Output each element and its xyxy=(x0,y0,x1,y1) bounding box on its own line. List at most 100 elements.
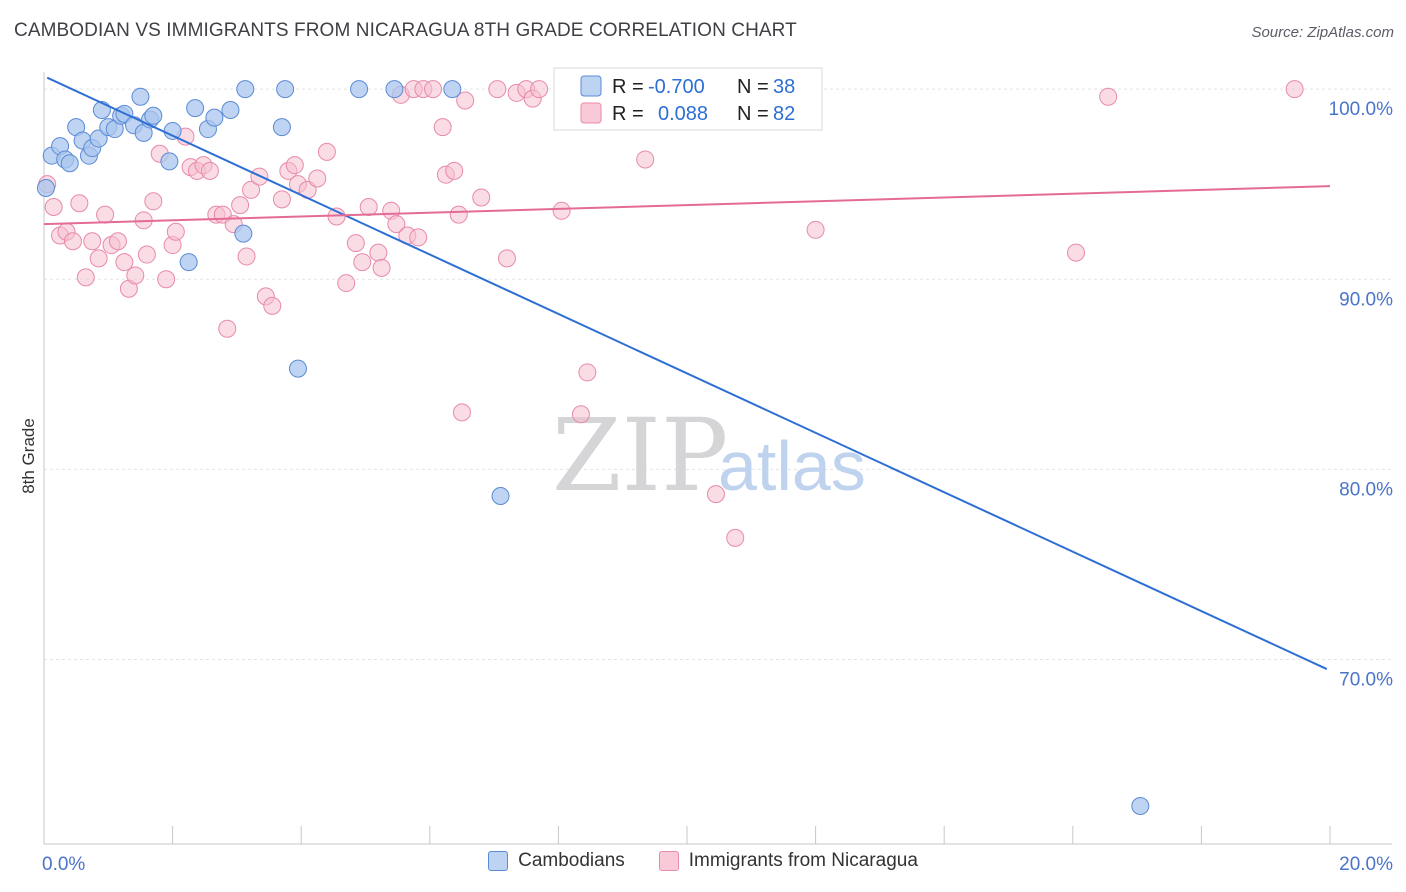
y-tick-label: 90.0% xyxy=(1339,289,1393,310)
point-cambodians xyxy=(491,487,510,506)
point-nicaragua xyxy=(242,180,261,199)
point-nicaragua xyxy=(636,150,655,169)
point-nicaragua xyxy=(200,161,219,180)
legend-blue-n-value: 38 xyxy=(773,76,795,98)
point-cambodians xyxy=(205,108,224,127)
chart-title: CAMBODIAN VS IMMIGRANTS FROM NICARAGUA 8… xyxy=(14,20,797,41)
point-cambodians xyxy=(186,99,205,118)
point-nicaragua xyxy=(317,142,336,161)
point-nicaragua xyxy=(137,245,156,264)
point-cambodians xyxy=(234,224,253,243)
y-tick-label: 80.0% xyxy=(1339,479,1393,500)
legend-box: R = -0.700 N = 38 R = 0.088 N = 82 xyxy=(553,67,823,131)
y-tick-label: 70.0% xyxy=(1339,670,1393,691)
bottom-legend-label-cambodians: Cambodians xyxy=(518,850,625,871)
point-nicaragua xyxy=(409,228,428,247)
point-nicaragua xyxy=(272,190,291,209)
point-nicaragua xyxy=(115,253,134,272)
point-nicaragua xyxy=(571,405,590,424)
legend-blue-n-label: N = xyxy=(737,76,769,98)
point-nicaragua xyxy=(346,234,365,253)
point-nicaragua xyxy=(445,161,464,180)
point-nicaragua xyxy=(237,247,256,266)
point-cambodians xyxy=(144,106,163,125)
point-nicaragua xyxy=(353,253,372,272)
point-nicaragua xyxy=(578,363,597,382)
point-nicaragua xyxy=(452,403,471,422)
legend-swatch-blue xyxy=(580,75,602,97)
point-nicaragua xyxy=(456,91,475,110)
point-cambodians xyxy=(36,178,55,197)
point-nicaragua xyxy=(166,222,185,241)
point-cambodians xyxy=(288,359,307,378)
legend-blue-r-value: -0.700 xyxy=(648,76,705,98)
point-nicaragua xyxy=(63,232,82,251)
y-axis-label: 8th Grade xyxy=(19,418,38,494)
point-nicaragua xyxy=(369,243,388,262)
point-cambodians xyxy=(276,80,295,99)
legend-blue-r-label: R = xyxy=(612,76,644,98)
point-nicaragua xyxy=(231,196,250,215)
legend-pink-r-value: 0.088 xyxy=(658,103,708,125)
bottom-legend-cambodians: Cambodians xyxy=(488,850,625,872)
point-nicaragua xyxy=(706,485,725,504)
point-nicaragua xyxy=(70,194,89,213)
point-cambodians xyxy=(60,154,79,173)
x-tick-label: 20.0% xyxy=(1339,854,1393,875)
point-nicaragua xyxy=(497,249,516,268)
point-nicaragua xyxy=(359,198,378,217)
point-nicaragua xyxy=(806,220,825,239)
point-cambodians xyxy=(1131,796,1150,815)
trendline-nicaragua xyxy=(43,185,1331,226)
y-tick-label: 100.0% xyxy=(1329,99,1394,120)
point-nicaragua xyxy=(449,205,468,224)
grid-layer xyxy=(44,88,1392,661)
point-nicaragua xyxy=(157,270,176,289)
bottom-legend-label-nicaragua: Immigrants from Nicaragua xyxy=(688,850,918,871)
point-nicaragua xyxy=(126,266,145,285)
point-cambodians xyxy=(272,118,291,137)
point-nicaragua xyxy=(488,80,507,99)
point-nicaragua xyxy=(108,232,127,251)
point-nicaragua xyxy=(285,156,304,175)
point-nicaragua xyxy=(308,169,327,188)
point-nicaragua xyxy=(552,201,571,220)
point-nicaragua xyxy=(89,249,108,268)
bottom-legend: Cambodians Immigrants from Nicaragua xyxy=(0,850,1406,872)
legend-pink-n-label: N = xyxy=(737,103,769,125)
x-tick-label: 0.0% xyxy=(42,854,85,875)
point-nicaragua xyxy=(726,528,745,547)
watermark-atlas: atlas xyxy=(718,427,866,505)
point-nicaragua xyxy=(387,215,406,234)
legend-pink-r-label: R = xyxy=(612,103,644,125)
point-nicaragua xyxy=(472,188,491,207)
bottom-legend-nicaragua: Immigrants from Nicaragua xyxy=(658,850,918,872)
point-cambodians xyxy=(163,121,182,140)
legend-pink-n-value: 82 xyxy=(773,103,795,125)
point-cambodians xyxy=(443,80,462,99)
point-nicaragua xyxy=(44,198,63,217)
point-cambodians xyxy=(179,253,198,272)
axis-layer: 100.0% 90.0% 80.0% 70.0% 0.0% 20.0% xyxy=(42,72,1393,875)
trendline-cambodians xyxy=(46,76,1328,670)
point-cambodians xyxy=(236,80,255,99)
point-nicaragua xyxy=(144,192,163,211)
point-nicaragua xyxy=(530,80,549,99)
point-nicaragua xyxy=(1067,243,1086,262)
bottom-legend-swatch-pink xyxy=(658,851,679,871)
point-cambodians xyxy=(221,101,240,120)
point-nicaragua xyxy=(96,205,115,224)
point-nicaragua xyxy=(337,274,356,293)
point-nicaragua xyxy=(424,80,443,99)
point-nicaragua xyxy=(372,258,391,277)
trend-layer xyxy=(43,76,1331,670)
point-cambodians xyxy=(385,80,404,99)
point-nicaragua xyxy=(433,118,452,137)
point-nicaragua xyxy=(1099,87,1118,106)
chart-source: Source: ZipAtlas.com xyxy=(1251,24,1394,41)
legend-swatch-pink xyxy=(580,102,602,124)
point-nicaragua xyxy=(1285,80,1304,99)
point-nicaragua xyxy=(76,268,95,287)
point-cambodians xyxy=(350,80,369,99)
